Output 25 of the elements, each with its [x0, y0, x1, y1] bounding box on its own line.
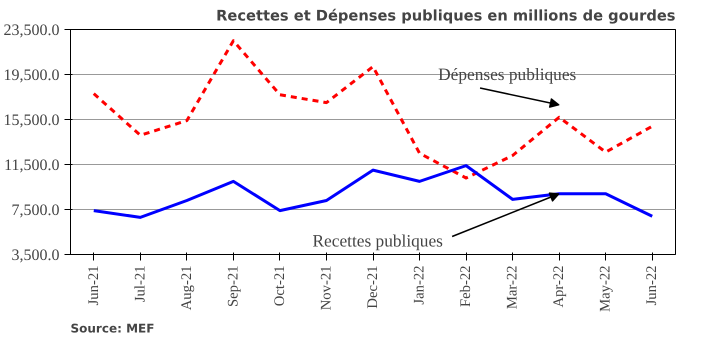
x-tick-label: Jul-21	[132, 266, 148, 302]
x-tick-label: Apr-22	[551, 265, 568, 308]
y-tick-label: 23,500.0	[4, 22, 60, 39]
x-tick-label: Jun-21	[86, 265, 102, 306]
x-tick-label: Nov-21	[318, 265, 334, 310]
x-tick-label: Jan-22	[412, 265, 428, 305]
line-series	[92, 164, 654, 219]
x-tick-label: Aug-21	[178, 265, 195, 310]
chart-title: Recettes et Dépenses publiques en millions de gourdes	[216, 8, 676, 24]
annotation: Dépenses publiques	[438, 65, 577, 84]
annotation: Recettes publiques	[312, 232, 444, 250]
x-tick-label: May-22	[598, 265, 614, 312]
x-tick-label: Oct-21	[272, 265, 288, 306]
x-tick-label: Dec-21	[365, 265, 381, 309]
y-tick-label: 3,500.0	[12, 247, 60, 264]
x-tick-label: Sep-21	[225, 265, 242, 308]
line-series	[92, 39, 654, 180]
y-tick-label: 11,500.0	[4, 157, 60, 174]
x-tick-label: Jun-22	[644, 265, 660, 306]
x-tick-label: Mar-22	[504, 265, 521, 310]
x-tick-label: Feb-22	[458, 265, 474, 308]
source-note: Source: MEF	[70, 322, 154, 336]
y-tick-label: 15,500.0	[4, 112, 60, 129]
y-tick-label: 7,500.0	[12, 202, 60, 219]
y-tick-label: 19,500.0	[4, 67, 60, 84]
